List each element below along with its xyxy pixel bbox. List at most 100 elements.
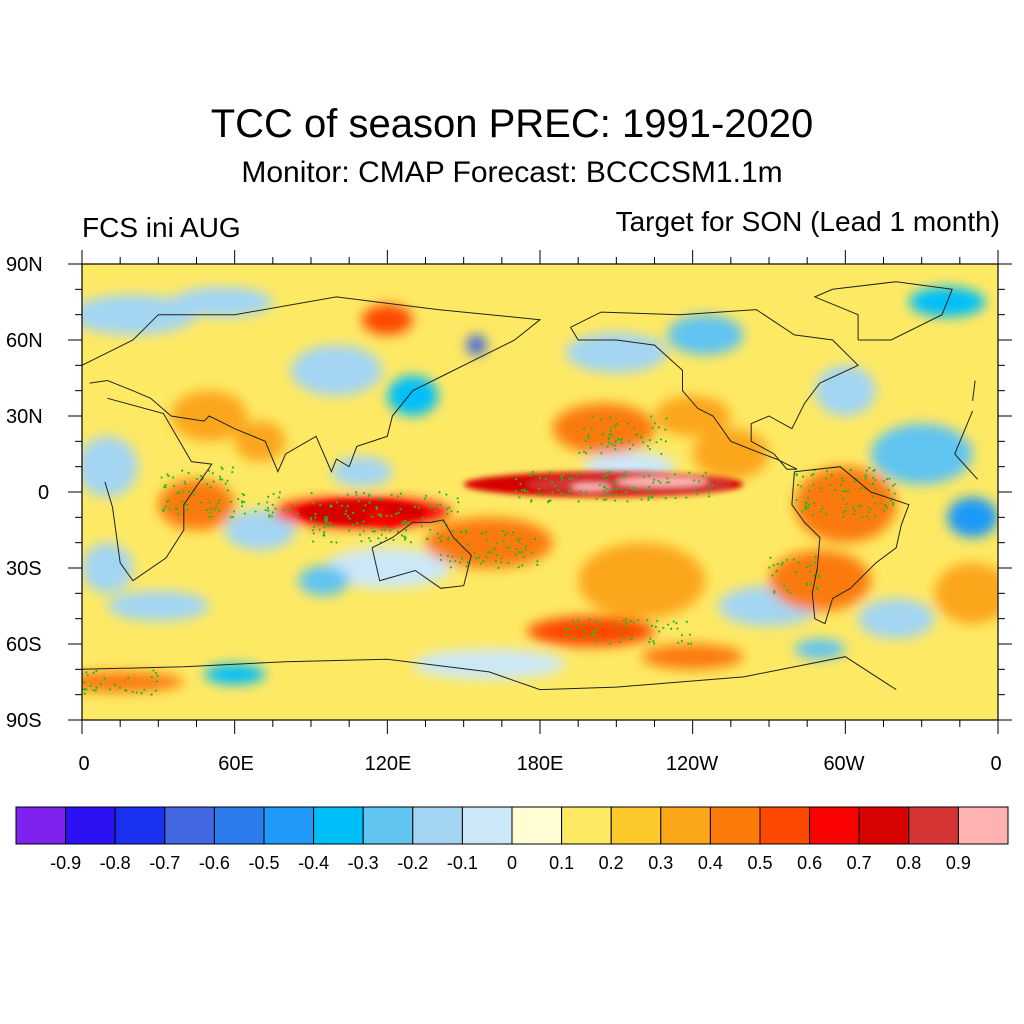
- stipple-dot: [188, 490, 191, 494]
- stipple-dot: [801, 510, 804, 513]
- stipple-dot: [344, 509, 348, 512]
- stipple-dot: [688, 633, 692, 636]
- field-blob: [814, 365, 876, 416]
- stipple-dot: [664, 497, 667, 500]
- stipple-dot: [859, 487, 863, 490]
- stipple-dot: [893, 483, 896, 486]
- colorbar-swatch: [362, 806, 414, 845]
- stipple-dot: [485, 539, 488, 542]
- stipple-dot: [680, 639, 684, 643]
- stipple-dot: [507, 561, 510, 565]
- stipple-dot: [310, 491, 313, 495]
- stipple-dot: [804, 501, 807, 504]
- stipple-dot: [399, 492, 402, 495]
- colorbar-label: 0.9: [945, 853, 971, 873]
- stipple-dot: [622, 637, 625, 640]
- colorbar-swatch: [164, 806, 215, 845]
- stipple-dot: [587, 434, 590, 437]
- stipple-dot: [154, 671, 158, 675]
- stipple-dot: [536, 560, 539, 563]
- stipple-dot: [633, 486, 636, 489]
- stipple-dot: [893, 492, 896, 495]
- stipple-dot: [589, 446, 592, 449]
- stipple-dot: [127, 676, 130, 680]
- stipple-dot: [845, 502, 848, 506]
- stipple-dot: [610, 443, 613, 446]
- stipple-dot: [529, 474, 532, 477]
- stipple-dot: [676, 627, 679, 630]
- stipple-dot: [409, 541, 413, 544]
- field-blob: [794, 466, 897, 543]
- core-blob: [616, 476, 708, 487]
- stipple-dot: [551, 491, 554, 494]
- stipple-dot: [658, 630, 661, 633]
- stipple-dot: [118, 686, 121, 689]
- stipple-dot: [523, 489, 527, 493]
- stipple-dot: [636, 488, 639, 492]
- stipple-dot: [768, 566, 771, 569]
- stipple-dot: [162, 509, 165, 513]
- correlation-shading: [82, 286, 998, 693]
- field-blob: [641, 644, 744, 670]
- stipple-dot: [588, 618, 591, 621]
- stipple-dot: [808, 489, 811, 492]
- colorbar-label: 0.5: [747, 853, 773, 873]
- stipple-dot: [520, 489, 523, 492]
- stipple-dot: [577, 500, 580, 503]
- stipple-dot: [597, 621, 600, 624]
- stipple-dot: [449, 560, 452, 563]
- colorbar-swatch: [610, 806, 662, 845]
- stipple-dot: [697, 480, 701, 483]
- stipple-dot: [624, 626, 628, 629]
- stipple-dot: [208, 516, 211, 519]
- stipple-dot: [825, 469, 829, 473]
- stipple-dot: [399, 508, 402, 511]
- stipple-dot: [648, 439, 652, 442]
- stipple-dot: [834, 488, 837, 492]
- stipple-dot: [660, 452, 663, 456]
- stipple-dot: [600, 418, 603, 421]
- stipple-dot: [874, 478, 877, 482]
- stipple-dot: [335, 501, 339, 504]
- stipple-dot: [135, 691, 138, 694]
- stipple-dot: [417, 506, 420, 509]
- stipple-dot: [312, 540, 315, 543]
- stipple-dot: [346, 515, 350, 518]
- stipple-dot: [368, 501, 371, 504]
- stipple-dot: [589, 634, 592, 637]
- stipple-dot: [841, 490, 844, 493]
- stipple-dot: [426, 537, 430, 540]
- stipple-dot: [357, 500, 360, 503]
- stipple-dot: [652, 642, 656, 645]
- stipple-dot: [362, 509, 365, 512]
- lat-label-30s: 30S: [6, 558, 42, 580]
- stipple-dot: [89, 684, 92, 687]
- stipple-dot: [595, 497, 598, 500]
- stipple-dot: [226, 489, 229, 492]
- stipple-dot: [688, 471, 691, 474]
- stipple-dot: [617, 437, 620, 440]
- stipple-dot: [810, 474, 813, 477]
- stipple-dot: [654, 625, 657, 629]
- stipple-dot: [608, 436, 611, 439]
- stipple-dot: [622, 619, 626, 622]
- stipple-dot: [869, 507, 872, 510]
- stipple-dot: [294, 504, 297, 508]
- stipple-dot: [609, 493, 612, 497]
- stipple-dot: [317, 523, 320, 526]
- coastline: [954, 453, 978, 480]
- stipple-dot: [707, 495, 711, 498]
- stipple-dot: [160, 476, 163, 479]
- stipple-dot: [797, 561, 800, 564]
- colorbar-swatch: [263, 806, 315, 845]
- stipple-dot: [370, 527, 373, 530]
- stipple-dot: [578, 451, 581, 454]
- stipple-dot: [231, 470, 234, 474]
- stipple-dot: [659, 438, 663, 441]
- stipple-dot: [859, 504, 862, 508]
- stipple-dot: [524, 545, 528, 548]
- stipple-dot: [781, 561, 784, 564]
- stipple-dot: [633, 427, 636, 430]
- stipple-dot: [506, 531, 509, 534]
- stipple-dot: [614, 499, 617, 502]
